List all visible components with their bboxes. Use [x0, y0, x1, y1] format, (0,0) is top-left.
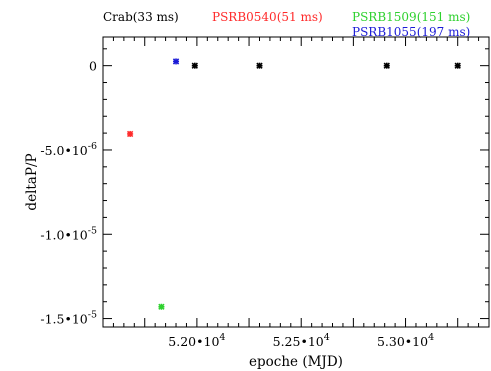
- data-points: [126, 58, 461, 310]
- x-axis-title: epoche (MJD): [249, 354, 343, 370]
- y-tick-label: 0: [89, 59, 97, 74]
- y-tick-label-mantissa: -5.0•10: [40, 143, 87, 158]
- x-tick-label-exponent: 4: [428, 332, 434, 343]
- x-tick-label-mantissa: 5.25•10: [273, 334, 324, 349]
- legend: Crab(33 ms) PSRB0540(51 ms) PSRB1509(151…: [103, 10, 470, 39]
- x-tick-label-exponent: 4: [324, 332, 330, 343]
- y-tick-label-mantissa: -1.5•10: [40, 312, 87, 327]
- data-point: [191, 62, 198, 69]
- x-tick-label: 5.25•104: [273, 332, 330, 349]
- y-tick-label: -1.0•10-5: [40, 225, 97, 242]
- x-tick-label: 5.20•104: [168, 332, 225, 349]
- x-tick-label-mantissa: 5.20•10: [168, 334, 219, 349]
- data-point: [256, 62, 263, 69]
- legend-psrb1055: PSRB1055(197 ms): [352, 25, 470, 39]
- axis-tick-labels: 5.20•104 5.25•104 5.30•1040-5.0•10-6-1.0•1…: [40, 59, 434, 349]
- y-tick-label-exponent: -6: [88, 141, 97, 152]
- legend-crab: Crab(33 ms): [103, 10, 179, 24]
- x-tick-label-exponent: 4: [219, 332, 225, 343]
- y-tick-label: -1.5•10-5: [40, 310, 97, 327]
- data-point: [158, 303, 165, 310]
- data-point: [454, 62, 461, 69]
- data-point: [383, 62, 390, 69]
- data-point: [172, 58, 180, 65]
- y-axis-title: deltaP/P: [24, 153, 40, 210]
- plot-frame: [102, 36, 490, 328]
- axis-ticks: [102, 37, 490, 327]
- x-tick-label-mantissa: 5.30•10: [377, 334, 428, 349]
- y-tick-label-exponent: -5: [88, 310, 97, 321]
- data-point: [126, 130, 134, 138]
- legend-psrb1509: PSRB1509(151 ms): [352, 10, 470, 24]
- y-tick-label-mantissa: -1.0•10: [40, 227, 87, 242]
- legend-psrb0540: PSRB0540(51 ms): [212, 10, 323, 24]
- y-tick-label: -5.0•10-6: [40, 141, 97, 158]
- x-tick-label: 5.30•104: [377, 332, 434, 349]
- y-tick-label-exponent: -5: [88, 225, 97, 236]
- y-tick-label-mantissa: 0: [89, 59, 97, 74]
